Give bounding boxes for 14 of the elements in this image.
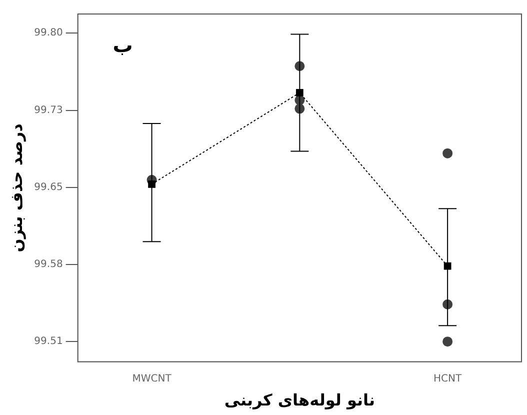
x-axis-title: نانو لوله‌های کربنی (224, 390, 376, 410)
point (148, 180, 156, 188)
y-tick-label: 99.65 (34, 182, 63, 193)
annotation: ب (112, 33, 133, 57)
point (442, 148, 453, 158)
y-axis-title: درصد حذف بنزن (6, 124, 26, 252)
y-tick-label: 99.73 (34, 104, 63, 116)
y-tick-label: 99.58 (34, 259, 63, 270)
point (296, 89, 304, 96)
point (442, 336, 453, 347)
x-tick-label: HCNT (434, 373, 462, 384)
y-tick-label: 99.51 (34, 336, 63, 348)
y-tick-label: 99.80 (34, 28, 63, 39)
x-tick-label: MWCNT (132, 373, 172, 384)
